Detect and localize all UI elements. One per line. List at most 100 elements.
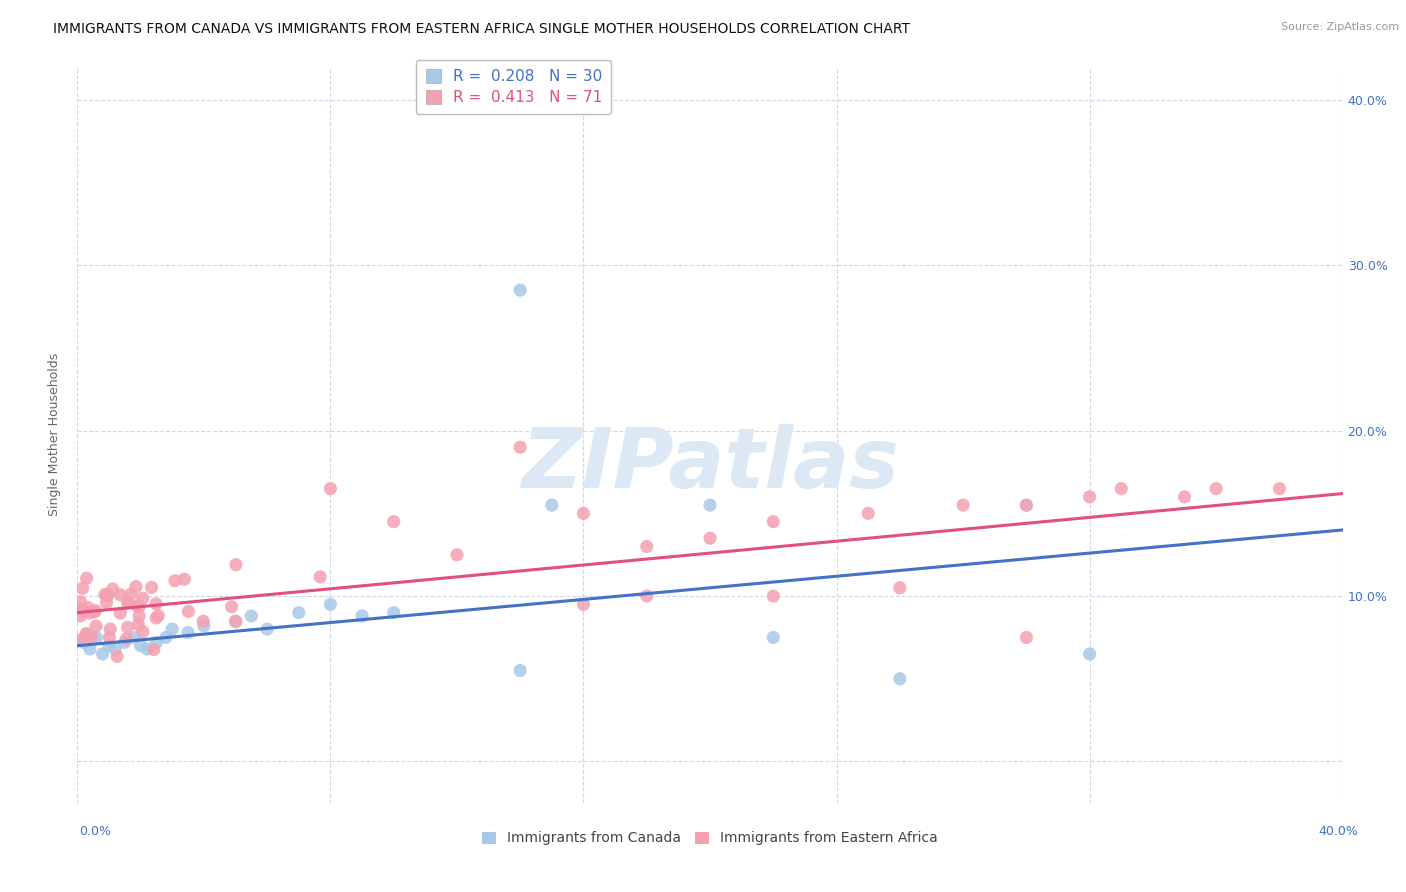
Point xyxy=(96,588,118,602)
Point xyxy=(636,540,658,554)
Point xyxy=(572,598,595,612)
Point xyxy=(889,581,911,595)
Point xyxy=(120,587,142,601)
Point xyxy=(96,589,118,603)
Point xyxy=(77,600,100,615)
Point xyxy=(1268,482,1291,496)
Point xyxy=(225,614,247,628)
Point xyxy=(382,606,405,620)
Point xyxy=(177,604,200,618)
Point xyxy=(145,635,167,649)
Point xyxy=(135,642,157,657)
Point xyxy=(125,580,148,594)
Point xyxy=(1015,498,1038,512)
Text: 40.0%: 40.0% xyxy=(1319,825,1358,838)
Point xyxy=(540,498,562,512)
Point xyxy=(309,570,332,584)
Point xyxy=(128,599,150,614)
Point xyxy=(446,548,468,562)
Point xyxy=(101,582,124,596)
Point xyxy=(69,632,91,647)
Point xyxy=(240,609,263,624)
Text: ZIPatlas: ZIPatlas xyxy=(522,424,898,505)
Point xyxy=(1078,647,1101,661)
Point xyxy=(105,649,128,664)
Point xyxy=(889,672,911,686)
Point xyxy=(91,647,114,661)
Point xyxy=(288,606,311,620)
Point xyxy=(858,507,880,521)
Point xyxy=(256,622,278,636)
Text: IMMIGRANTS FROM CANADA VS IMMIGRANTS FROM EASTERN AFRICA SINGLE MOTHER HOUSEHOLD: IMMIGRANTS FROM CANADA VS IMMIGRANTS FRO… xyxy=(53,22,911,37)
Point xyxy=(142,642,165,657)
Point xyxy=(127,599,149,613)
Point xyxy=(1111,482,1133,496)
Point xyxy=(173,572,195,586)
Point xyxy=(319,482,342,496)
Point xyxy=(124,631,146,645)
Point xyxy=(762,631,785,645)
Point xyxy=(145,611,167,625)
Point xyxy=(1205,482,1227,496)
Point xyxy=(162,622,183,636)
Point xyxy=(69,608,91,623)
Point xyxy=(225,615,247,629)
Point xyxy=(382,515,405,529)
Point xyxy=(131,591,153,606)
Point xyxy=(77,606,100,620)
Point xyxy=(225,558,247,572)
Point xyxy=(155,631,177,645)
Point xyxy=(572,507,595,521)
Point xyxy=(80,630,103,644)
Point xyxy=(75,626,97,640)
Point xyxy=(70,604,93,618)
Point xyxy=(117,620,139,634)
Point xyxy=(1015,631,1038,645)
Point xyxy=(114,635,136,649)
Point xyxy=(352,609,374,624)
Point xyxy=(177,625,200,640)
Point xyxy=(69,595,91,609)
Point xyxy=(96,596,118,610)
Point xyxy=(86,631,108,645)
Point xyxy=(73,635,96,649)
Point xyxy=(193,615,215,629)
Point xyxy=(127,617,149,632)
Text: 0.0%: 0.0% xyxy=(80,825,111,838)
Point xyxy=(72,582,94,596)
Point xyxy=(163,574,186,588)
Point xyxy=(117,596,139,610)
Point xyxy=(141,580,163,594)
Point xyxy=(98,631,121,645)
Text: Source: ZipAtlas.com: Source: ZipAtlas.com xyxy=(1281,22,1399,32)
Point xyxy=(128,609,150,624)
Point xyxy=(762,515,785,529)
Point xyxy=(132,624,155,639)
Point xyxy=(76,571,98,585)
Point xyxy=(110,588,132,602)
Point xyxy=(193,619,215,633)
Point xyxy=(94,587,117,601)
Point xyxy=(699,531,721,545)
Point xyxy=(319,598,342,612)
Y-axis label: Single Mother Households: Single Mother Households xyxy=(48,353,62,516)
Point xyxy=(1015,498,1038,512)
Point xyxy=(110,606,132,620)
Point xyxy=(145,597,167,611)
Point xyxy=(221,599,243,614)
Point xyxy=(636,589,658,603)
Point xyxy=(699,498,721,512)
Point xyxy=(1173,490,1195,504)
Point xyxy=(762,589,785,603)
Point xyxy=(509,664,531,678)
Point xyxy=(84,604,107,618)
Point xyxy=(98,639,120,653)
Point xyxy=(129,639,152,653)
Point xyxy=(952,498,974,512)
Point xyxy=(83,605,105,619)
Point xyxy=(98,622,121,636)
Point xyxy=(84,619,107,633)
Point xyxy=(104,642,127,657)
Point xyxy=(76,628,98,642)
Point xyxy=(509,283,531,297)
